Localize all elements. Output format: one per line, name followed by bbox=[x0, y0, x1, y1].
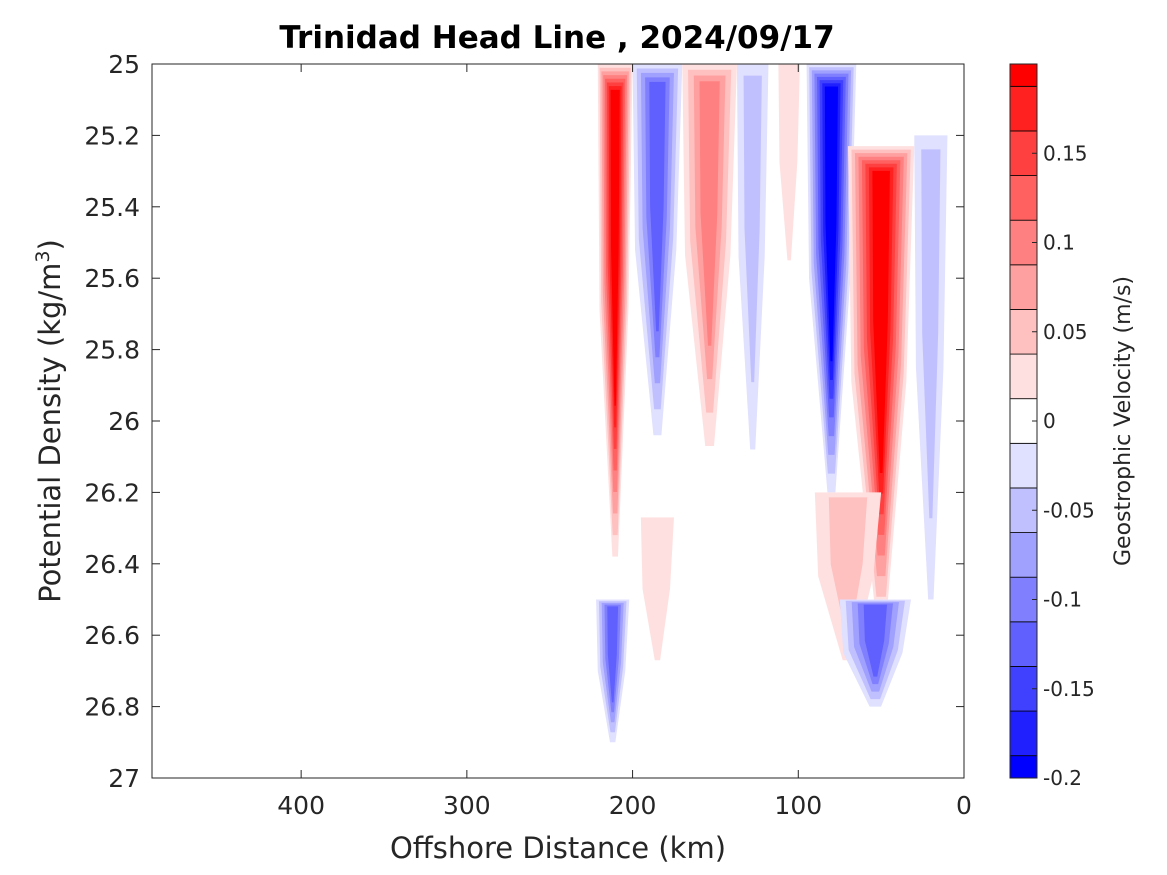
colorbar-tick-label: 0.1 bbox=[1043, 231, 1075, 255]
y-tick-label: 26.2 bbox=[84, 478, 140, 507]
colorbar: 0.15 0.1 0.05 0 -0.05 -0.1 -0.15 -0.2 Geostroph… bbox=[1009, 63, 1136, 790]
contour-band bbox=[863, 604, 888, 677]
colorbar-tick-label: 0.05 bbox=[1043, 320, 1088, 344]
y-tick-label: 26.8 bbox=[84, 693, 140, 722]
colorbar-band bbox=[1009, 621, 1038, 667]
contour-band bbox=[699, 81, 720, 346]
colorbar-band bbox=[1009, 532, 1038, 578]
contour-band bbox=[778, 64, 800, 261]
y-axis-label-superscript: 3 bbox=[32, 250, 54, 262]
contour-band bbox=[649, 81, 666, 332]
colorbar-tick-label: -0.2 bbox=[1043, 766, 1082, 790]
colorbar-band bbox=[1009, 710, 1038, 757]
y-tick-label: 25.2 bbox=[84, 121, 140, 150]
colorbar-tick-label: 0.15 bbox=[1043, 141, 1088, 165]
y-tick-label: 26.4 bbox=[84, 550, 140, 579]
y-axis-label: Potential Density (kg/m3) bbox=[32, 239, 67, 603]
y-tick-label: 25.4 bbox=[84, 193, 140, 222]
y-axis-label-close: ) bbox=[33, 239, 67, 250]
colorbar-ticks: 0.15 0.1 0.05 0 -0.05 -0.1 -0.15 -0.2 bbox=[1032, 141, 1095, 790]
x-tick-label: 0 bbox=[956, 791, 972, 820]
x-tick-label: 100 bbox=[774, 791, 822, 820]
chart-title: Trinidad Head Line , 2024/09/17 bbox=[279, 20, 834, 56]
contour-band bbox=[824, 86, 839, 362]
colorbar-tick-label: 0 bbox=[1043, 409, 1056, 433]
x-tick-label: 400 bbox=[277, 791, 325, 820]
colorbar-band bbox=[1009, 264, 1038, 310]
y-axis-label-main: Potential Density (kg/m bbox=[33, 263, 67, 603]
y-tick-label: 26 bbox=[108, 407, 140, 436]
contour-band bbox=[743, 75, 762, 383]
plot-area: 400 300 200 100 0 25 25.2 25.4 25.6 25.8 26 26.2 26… bbox=[84, 50, 972, 820]
x-axis-ticks: 400 300 200 100 0 bbox=[277, 64, 972, 820]
y-tick-label: 25.6 bbox=[84, 264, 140, 293]
colorbar-label: Geostrophic Velocity (m/s) bbox=[1111, 276, 1136, 566]
colorbar-band bbox=[1009, 85, 1038, 132]
colorbar-tick-label: -0.15 bbox=[1043, 677, 1095, 701]
contour-band bbox=[607, 606, 619, 703]
y-tick-label: 25 bbox=[108, 50, 140, 79]
x-tick-label: 200 bbox=[609, 791, 657, 820]
x-tick-label: 300 bbox=[443, 791, 491, 820]
y-axis-ticks: 25 25.2 25.4 25.6 25.8 26 26.2 26.4 26.6 26.8 27 bbox=[84, 50, 964, 793]
y-tick-label: 25.8 bbox=[84, 336, 140, 365]
colorbar-band bbox=[1009, 755, 1038, 779]
x-axis-label: Offshore Distance (km) bbox=[390, 831, 726, 865]
colorbar-bands bbox=[1009, 63, 1038, 779]
colorbar-tick-label: -0.05 bbox=[1043, 498, 1095, 522]
contour-band bbox=[640, 517, 674, 661]
contour-band bbox=[610, 89, 620, 406]
colorbar-band bbox=[1009, 442, 1038, 489]
contour-band bbox=[828, 497, 868, 631]
y-tick-label: 26.6 bbox=[84, 621, 140, 650]
contour-band bbox=[921, 149, 941, 519]
y-tick-label: 27 bbox=[108, 764, 140, 793]
contour-band bbox=[872, 170, 890, 474]
colorbar-tick-label: -0.1 bbox=[1043, 588, 1082, 612]
colorbar-band bbox=[1009, 175, 1038, 221]
contour-fill bbox=[596, 64, 948, 743]
colorbar-band bbox=[1009, 63, 1038, 87]
colorbar-band bbox=[1009, 353, 1038, 400]
